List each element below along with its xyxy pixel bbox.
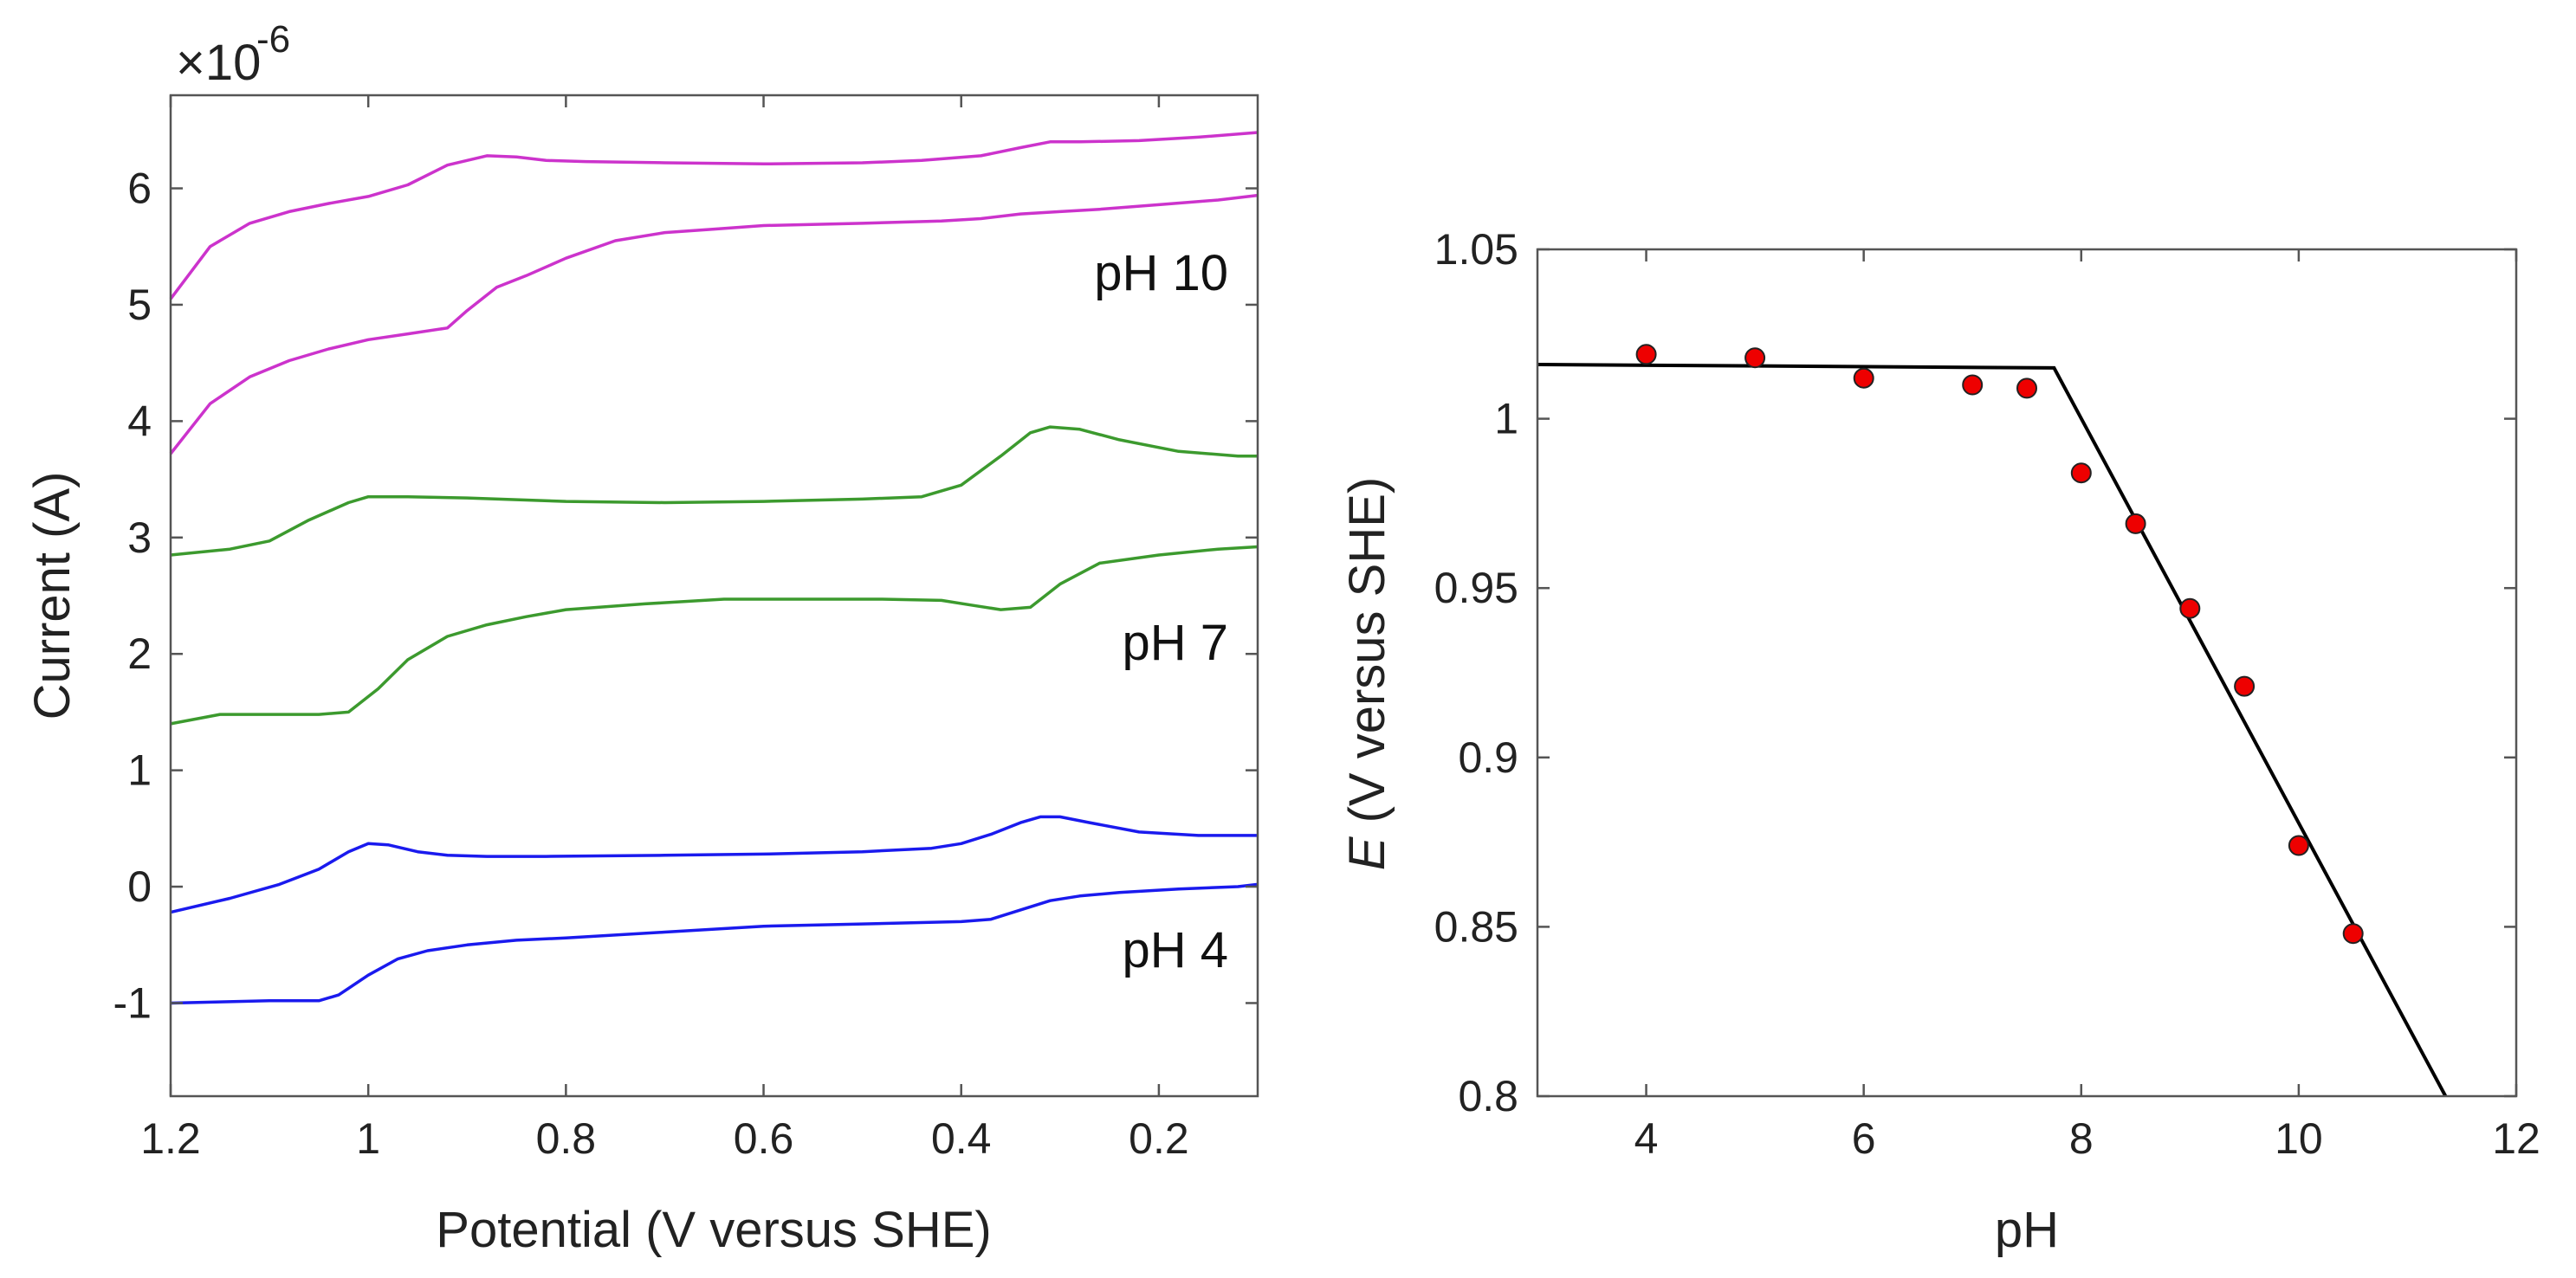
cv-y-tick-label: 4 [127,397,152,445]
fit-line [1537,363,2448,1097]
cv-curve-ph7-lower [170,545,1259,726]
cv-x-tick-label: 0.6 [734,1114,794,1163]
cv-curve-ph10-upper [169,131,1259,300]
ph-x-tick-label: 8 [2069,1114,2094,1163]
ph-plot-frame [1536,248,2518,1098]
cv-x-tick-label: 0.8 [536,1114,597,1163]
cv-y-tick-label: 5 [127,281,152,329]
data-point [2070,462,2092,484]
data-point [2234,675,2256,697]
ph-y-tick-label: 0.95 [1434,564,1518,612]
cv-series-group [169,131,1259,1005]
ph-y-axis-label: E (V versus SHE) [1339,477,1395,870]
annotation-ph4: pH 4 [1122,922,1228,978]
cv-curve-ph4-lower [170,882,1259,1005]
data-points-group [1635,344,2364,945]
cv-y-tick-label: 6 [127,165,152,213]
ph-y-tick-label: 1 [1494,395,1518,443]
ph-x-tick-label: 10 [2275,1114,2323,1163]
cv-x-tick-label: 1 [356,1114,380,1163]
ph-ticks: 4 6 8 10 12 0.8 0.85 0.9 0.95 1 1.05 [1434,225,2540,1163]
cv-curve-ph10-lower [169,193,1259,455]
data-point [2179,597,2201,619]
data-point [1744,347,1766,369]
cv-x-tick-label: 1.2 [140,1114,201,1163]
cv-exponent-base: ×10 [176,35,261,91]
cv-y-tick-label: 0 [127,862,152,911]
data-point [2342,923,2364,945]
ph-y-tick-label: 0.9 [1458,733,1518,782]
cv-y-tick-label: 3 [127,513,152,562]
ph-y-axis-label-italic: E [1339,836,1395,870]
data-point [2125,513,2146,534]
ph-y-axis-label-rest: (V versus SHE) [1339,477,1395,837]
cv-x-tick-label: 0.2 [1129,1114,1189,1163]
cv-x-tick-label: 0.4 [931,1114,992,1163]
cv-panel: 1.2 1 0.8 0.6 0.4 0.2 -1 0 1 2 3 4 5 6 ×10 -6 Current… [24,18,1259,1258]
cv-y-tick-label: 1 [127,746,152,795]
cv-y-tick-label: 2 [127,629,152,678]
cv-curve-ph7-upper [170,425,1258,557]
ph-y-tick-label: 0.8 [1458,1072,1518,1120]
cv-curve-ph4-upper [170,815,1258,914]
cv-x-axis-label: Potential (V versus SHE) [436,1202,991,1258]
annotation-ph10: pH 10 [1094,245,1228,301]
e-vs-ph-panel: 4 6 8 10 12 0.8 0.85 0.9 0.95 1 1.05 E (V versus S… [1339,225,2540,1258]
data-point [1962,374,1984,396]
cv-exponent-power: -6 [256,18,290,61]
data-point [2288,835,2309,856]
data-point [1853,367,1874,389]
data-point [2016,378,2037,399]
ph-x-tick-label: 6 [1852,1114,1876,1163]
ph-x-tick-label: 4 [1634,1114,1659,1163]
ph-y-tick-label: 1.05 [1434,225,1518,274]
ph-x-tick-label: 12 [2492,1114,2540,1163]
cv-plot-frame [169,94,1259,1098]
cv-ticks: 1.2 1 0.8 0.6 0.4 0.2 -1 0 1 2 3 4 5 6 [113,95,1258,1163]
data-point [1635,344,1657,365]
cv-y-axis-label: Current (A) [24,472,81,720]
cv-y-tick-label: -1 [113,978,152,1027]
annotation-ph7: pH 7 [1122,615,1228,671]
ph-x-axis-label: pH [1995,1202,2059,1258]
ph-y-tick-label: 0.85 [1434,902,1518,951]
